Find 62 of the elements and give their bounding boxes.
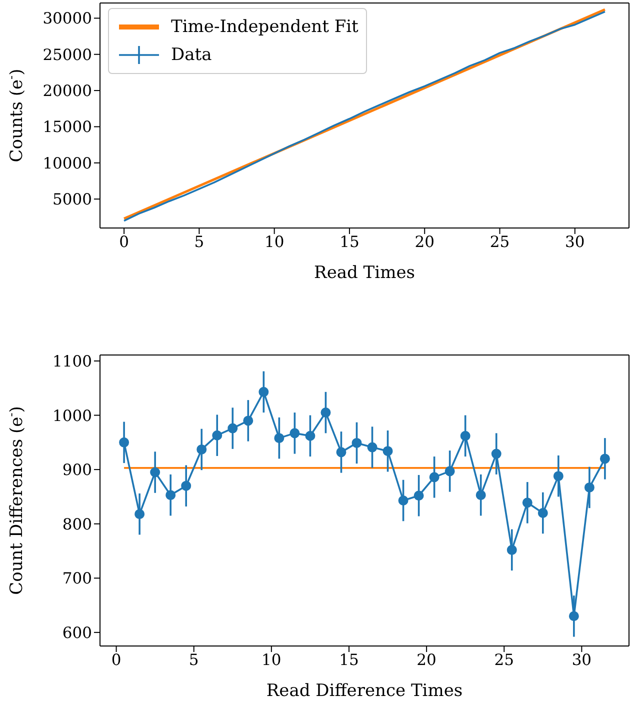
point xyxy=(119,437,130,448)
y-tick-label: 600 xyxy=(62,624,92,642)
point xyxy=(460,430,470,441)
y-tick-label: 30000 xyxy=(42,10,92,28)
point xyxy=(506,544,517,555)
point xyxy=(584,482,594,492)
point xyxy=(150,467,160,478)
y-tick-label: 15000 xyxy=(42,118,92,136)
x-tick-label: 25 xyxy=(490,233,510,252)
point xyxy=(212,430,222,440)
x-tick-label: 10 xyxy=(262,651,282,670)
x-tick-label: 10 xyxy=(264,233,284,252)
y-tick-label: 700 xyxy=(62,570,92,588)
y-tick-label: 800 xyxy=(62,515,92,534)
legend-label: Time-Independent Fit xyxy=(171,17,358,37)
point xyxy=(538,508,548,518)
x-tick-label: 30 xyxy=(572,651,592,670)
x-tick-label: 5 xyxy=(194,233,204,252)
point xyxy=(522,498,532,508)
y-tick-label: 1100 xyxy=(52,352,92,370)
x-tick-label: 15 xyxy=(339,651,359,670)
point xyxy=(553,471,564,482)
point xyxy=(444,466,455,476)
y-tick-label: 1000 xyxy=(52,406,92,425)
point xyxy=(320,408,331,418)
point xyxy=(336,447,346,458)
y-tick-label: 20000 xyxy=(42,82,92,100)
point xyxy=(166,490,176,500)
point xyxy=(352,438,362,448)
y-tick-label: 900 xyxy=(62,461,92,480)
point xyxy=(382,446,393,456)
y-tick-label: 10000 xyxy=(42,154,92,172)
x-axis-title: Read Difference Times xyxy=(266,681,463,701)
point xyxy=(367,442,378,452)
x-tick-label: 15 xyxy=(340,233,360,252)
legend-label: Data xyxy=(171,45,212,65)
x-tick-label: 20 xyxy=(414,233,434,252)
y-tick-label: 25000 xyxy=(42,46,92,64)
point xyxy=(491,448,502,459)
point xyxy=(243,416,254,426)
point xyxy=(414,490,424,501)
point xyxy=(196,444,207,454)
point xyxy=(476,490,486,500)
point xyxy=(134,509,145,520)
x-tick-label: 30 xyxy=(565,233,585,252)
point xyxy=(258,386,269,397)
x-tick-label: 5 xyxy=(188,651,199,670)
x-axis-title: Read Times xyxy=(314,263,415,283)
x-tick-label: 0 xyxy=(119,233,129,252)
point xyxy=(290,428,300,438)
point xyxy=(274,433,284,444)
point xyxy=(305,430,316,441)
point xyxy=(600,454,610,464)
x-tick-label: 0 xyxy=(111,651,122,670)
point xyxy=(398,496,408,506)
point xyxy=(568,611,579,622)
x-tick-label: 20 xyxy=(416,651,436,670)
point xyxy=(181,480,192,491)
x-tick-label: 25 xyxy=(494,651,514,670)
y-tick-label: 5000 xyxy=(52,190,92,209)
point xyxy=(228,423,238,434)
point xyxy=(429,472,440,482)
